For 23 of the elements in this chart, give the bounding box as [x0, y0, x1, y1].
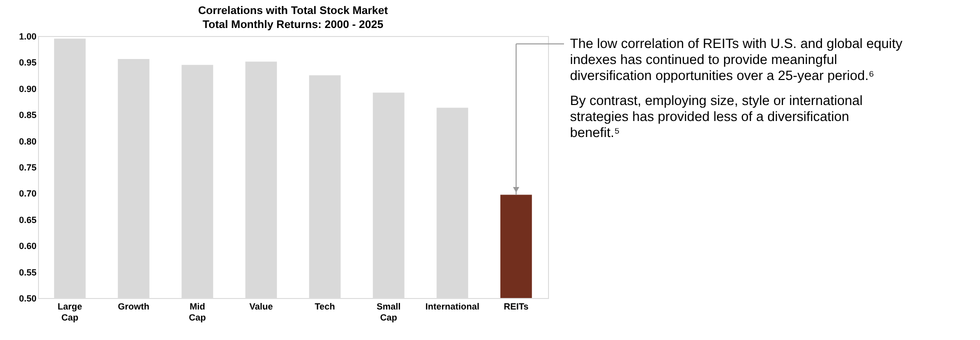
x-tick-label: International: [425, 302, 480, 312]
x-tick-label: Large Cap: [58, 302, 82, 322]
y-tick-label: 0.80: [18, 136, 36, 146]
x-tick-label: Value: [249, 302, 273, 312]
chart-title: Correlations with Total Stock Market: [198, 5, 388, 17]
y-tick-label: 0.90: [18, 84, 36, 94]
chart-subtitle: Total Monthly Returns: 2000 - 2025: [202, 19, 384, 31]
text: The low correlation of REITs with U.S. and global equity indexes has continued to provide meaningful diversification opportunities over a 25-year period.⁶: [570, 36, 903, 83]
y-tick-label: 0.55: [18, 267, 36, 278]
text: By contrast, employing size, style or international strategies has provided less of a diversification benefit.⁵: [570, 92, 863, 140]
x-tick-label: Mid Cap: [188, 302, 206, 322]
y-tick-label: 0.65: [18, 214, 36, 225]
x-tick-label: Small Cap: [376, 302, 401, 322]
y-tick-label: 0.60: [18, 241, 36, 252]
y-tick-label: 0.75: [18, 162, 36, 172]
y-tick-label: 0.85: [18, 110, 36, 120]
x-tick-label: Growth: [118, 302, 150, 312]
x-tick-label: REITs: [504, 302, 529, 312]
y-tick-label: 0.95: [18, 58, 36, 68]
y-tick-label: 1.00: [18, 32, 36, 42]
x-tick-label: Tech: [314, 302, 336, 312]
y-tick-label: 0.70: [18, 188, 36, 199]
y-tick-label: 0.50: [18, 294, 36, 304]
